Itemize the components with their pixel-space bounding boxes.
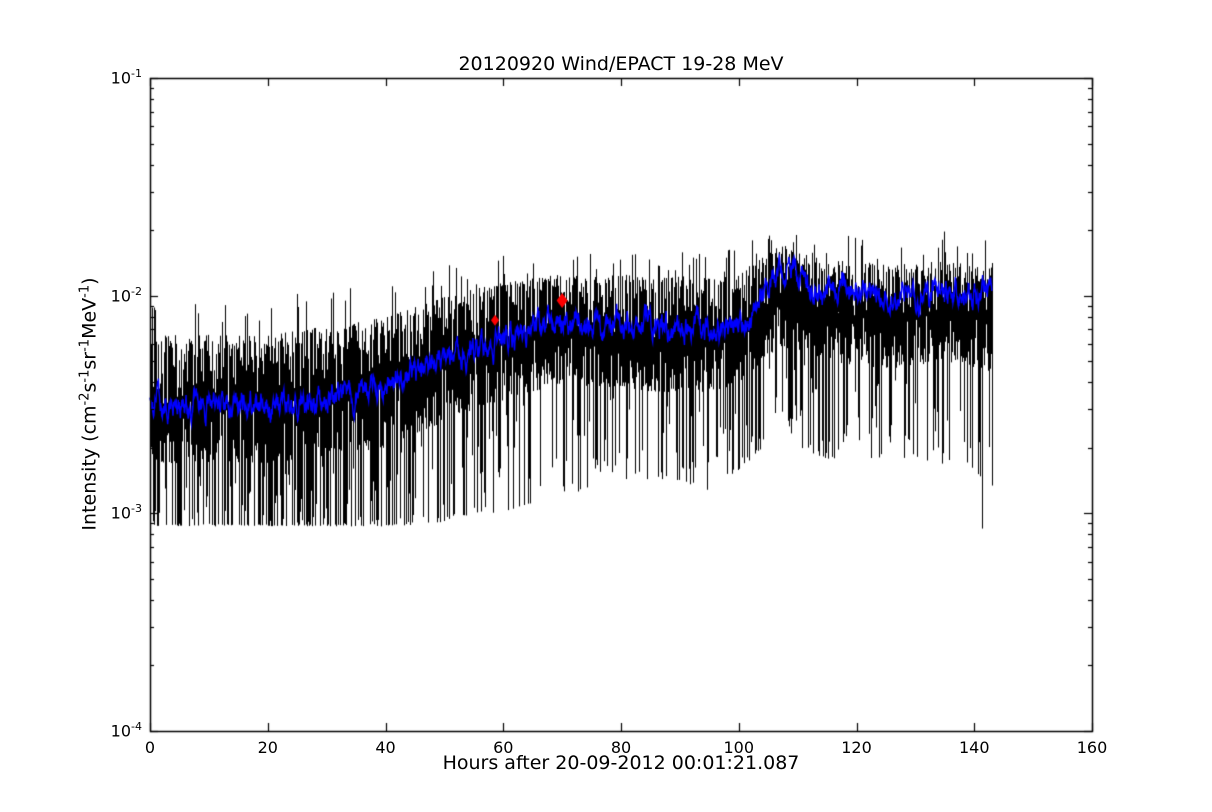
y-tick-label: 10-1 (110, 67, 142, 88)
y-axis-label: Intensity (cm-2s-1sr-1MeV-1) (77, 277, 101, 531)
chart-title: 20120920 Wind/EPACT 19-28 MeV (458, 53, 784, 75)
x-axis-label: Hours after 20-09-2012 00:01:21.087 (442, 752, 800, 774)
y-tick-label: 10-4 (110, 720, 142, 741)
y-tick-label: 10-3 (110, 502, 142, 523)
x-tick-label: 160 (1076, 738, 1108, 757)
x-tick-label: 0 (144, 738, 156, 757)
x-tick-label: 120 (841, 738, 872, 757)
x-tick-label: 60 (493, 738, 514, 757)
x-tick-label: 20 (257, 738, 278, 757)
y-tick-label: 10-2 (110, 284, 142, 305)
x-tick-label: 40 (375, 738, 396, 757)
x-tick-label: 80 (610, 738, 632, 757)
x-tick-label: 140 (958, 738, 990, 757)
x-tick-label: 100 (723, 738, 755, 757)
